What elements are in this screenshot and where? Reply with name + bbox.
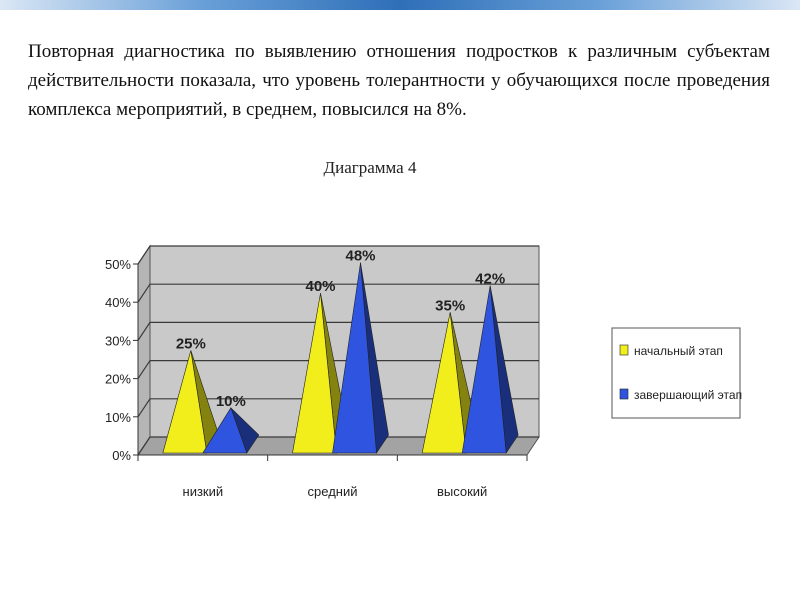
y-tick-label: 0% [112,448,131,463]
top-decor-line [0,0,800,10]
x-category-label: средний [308,484,358,499]
y-tick-label: 20% [105,372,131,387]
legend-label: начальный этап [634,344,723,358]
gridline [137,360,539,379]
pyramid-bar [292,293,337,454]
plot-area: 0% 10% 20% 30% 40% 50% низкий средний высокий 25%… [105,244,540,499]
data-label: 42% [475,271,505,288]
x-category-label: низкий [183,484,224,499]
data-label: 40% [305,278,335,295]
chart-caption: Диаграмма 4 [323,158,417,177]
chart-legend: начальный этап завершающий этап [611,327,742,419]
y-tick-label: 10% [105,410,131,425]
legend-swatch [619,388,629,400]
data-label: 35% [435,297,465,314]
y-tick-label: 50% [105,257,131,272]
gridline [137,283,539,303]
gridline [137,245,539,265]
pyramid-bar [202,407,248,454]
data-label: 48% [345,248,375,265]
y-tick-label: 30% [105,333,131,348]
intro-paragraph: Повторная диагностика по выявлению отнош… [28,41,770,120]
data-label: 10% [216,393,246,410]
legend-box [611,327,741,419]
y-tick-label: 40% [105,295,131,310]
pyramid-bar [332,262,377,454]
gridline [137,398,539,418]
gridline [137,436,539,456]
chart-side-wall [137,244,151,457]
x-category-label: высокий [437,484,487,499]
gridline [137,321,539,341]
data-label: 25% [176,336,206,353]
legend-label: завершающий этап [634,388,742,402]
pyramid-bar [421,312,467,454]
legend-swatch [619,344,629,356]
pyramid-bar [162,350,208,454]
pyramid-bar [461,285,507,454]
